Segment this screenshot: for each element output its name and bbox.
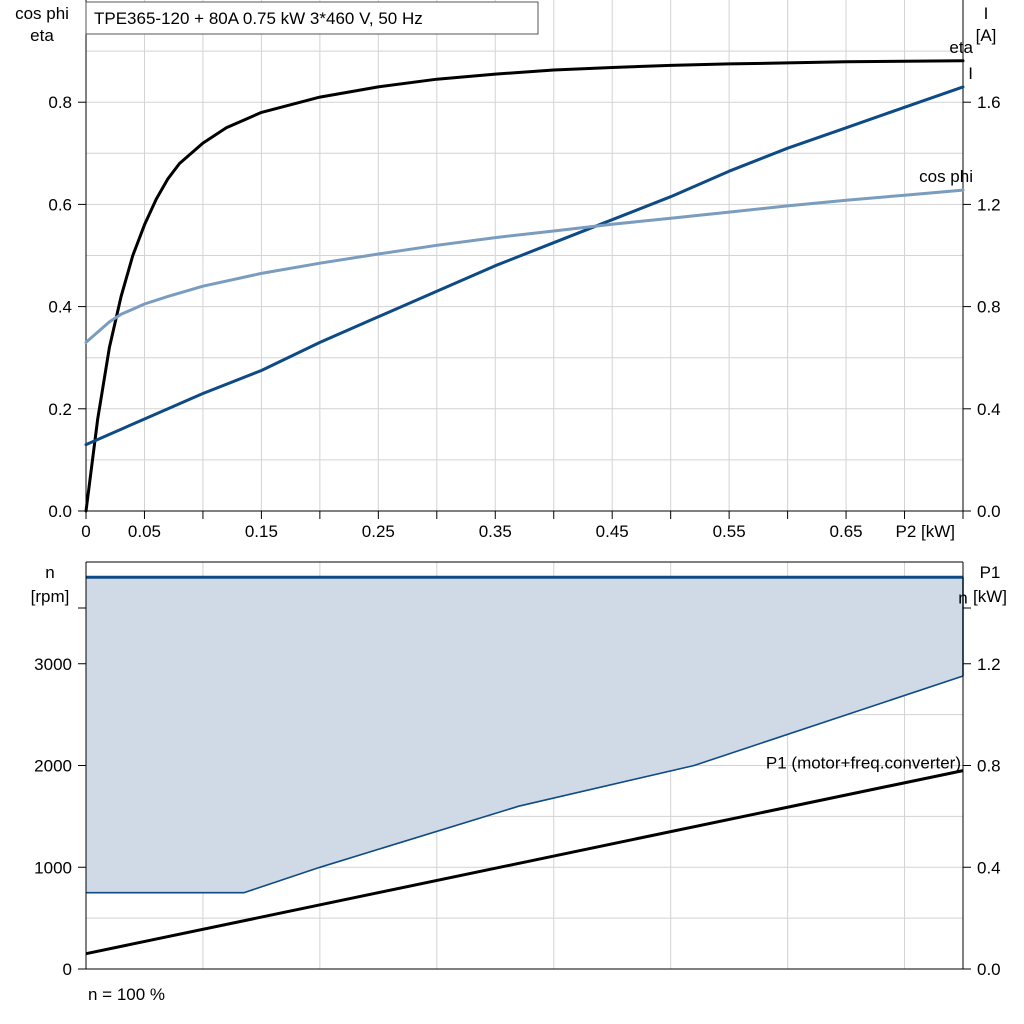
y-tick-label-right: 1.2 bbox=[977, 655, 1001, 674]
y-axis-label-right-2: [kW] bbox=[973, 587, 1007, 606]
y-axis-label-right-1: I bbox=[984, 4, 989, 23]
y-axis-label-left-2: eta bbox=[30, 26, 54, 45]
y-tick-label-right: 0.4 bbox=[977, 858, 1001, 877]
series-label-current: I bbox=[968, 64, 973, 83]
series-label-eta: eta bbox=[949, 38, 973, 57]
series-line-current bbox=[84, 85, 965, 447]
x-tick-label: 0.65 bbox=[830, 522, 863, 541]
y-tick-label-left: 0.6 bbox=[48, 195, 72, 214]
x-tick-label: 0 bbox=[81, 522, 90, 541]
speed-min-line bbox=[86, 675, 964, 894]
speed-footnote: n = 100 % bbox=[88, 985, 166, 1004]
y-axis-label-right-1: P1 bbox=[980, 563, 1001, 582]
series-line-p1 bbox=[85, 769, 964, 956]
y-tick-label-left: 0 bbox=[63, 960, 72, 979]
x-tick-label: 0.55 bbox=[713, 522, 746, 541]
y-axis-label-left-1: cos phi bbox=[15, 4, 69, 23]
x-axis-label: P2 [kW] bbox=[895, 522, 955, 541]
speed-power-chart: n P1 (motor+freq.converter) 0 1000 2000 3000 0… bbox=[31, 561, 1007, 979]
series-line-eta bbox=[84, 59, 965, 513]
chart-title-box: TPE365-120 + 80A 0.75 kW 3*460 V, 50 Hz bbox=[85, 1, 539, 35]
y-tick-label-right: 0.8 bbox=[977, 298, 1001, 317]
x-tick-label: 0.25 bbox=[362, 522, 395, 541]
y-tick-label-left: 0.2 bbox=[48, 400, 72, 419]
y-tick-label-right: 0.4 bbox=[977, 400, 1001, 419]
series-label-p1: P1 (motor+freq.converter) bbox=[766, 754, 961, 773]
x-tick-label: 0.35 bbox=[479, 522, 512, 541]
y-tick-label-left: 0.0 bbox=[48, 502, 72, 521]
series-line-cos-phi bbox=[84, 188, 965, 344]
y-tick-label-right: 1.6 bbox=[977, 93, 1001, 112]
chart-title: TPE365-120 + 80A 0.75 kW 3*460 V, 50 Hz bbox=[94, 9, 423, 28]
y-tick-label-left: 1000 bbox=[34, 858, 72, 877]
y-tick-label-left: 0.8 bbox=[48, 93, 72, 112]
y-axis-label-right-2: [A] bbox=[976, 26, 997, 45]
y-tick-label-right: 1.2 bbox=[977, 195, 1001, 214]
x-tick-label: 0.05 bbox=[128, 522, 161, 541]
performance-chart: 0 0.05 0.15 0.25 0.35 0.45 0.55 0.65 P2 [kW] 0.0 0… bbox=[15, 0, 1001, 541]
y-tick-label-left: 3000 bbox=[34, 655, 72, 674]
y-tick-label-right: 0.0 bbox=[977, 960, 1001, 979]
y-axis-label-left-2: [rpm] bbox=[31, 587, 70, 606]
speed-range-area bbox=[86, 577, 963, 893]
x-tick-label: 0.15 bbox=[245, 522, 278, 541]
y-tick-label-left: 0.4 bbox=[48, 298, 72, 317]
title-frame bbox=[85, 1, 539, 35]
x-tick-label: 0.45 bbox=[596, 522, 629, 541]
y-tick-label-left: 2000 bbox=[34, 757, 72, 776]
series-label-cos-phi: cos phi bbox=[919, 167, 973, 186]
y-axis-label-left-1: n bbox=[45, 563, 54, 582]
y-tick-label-right: 0.8 bbox=[977, 757, 1001, 776]
y-tick-label-right: 0.0 bbox=[977, 502, 1001, 521]
